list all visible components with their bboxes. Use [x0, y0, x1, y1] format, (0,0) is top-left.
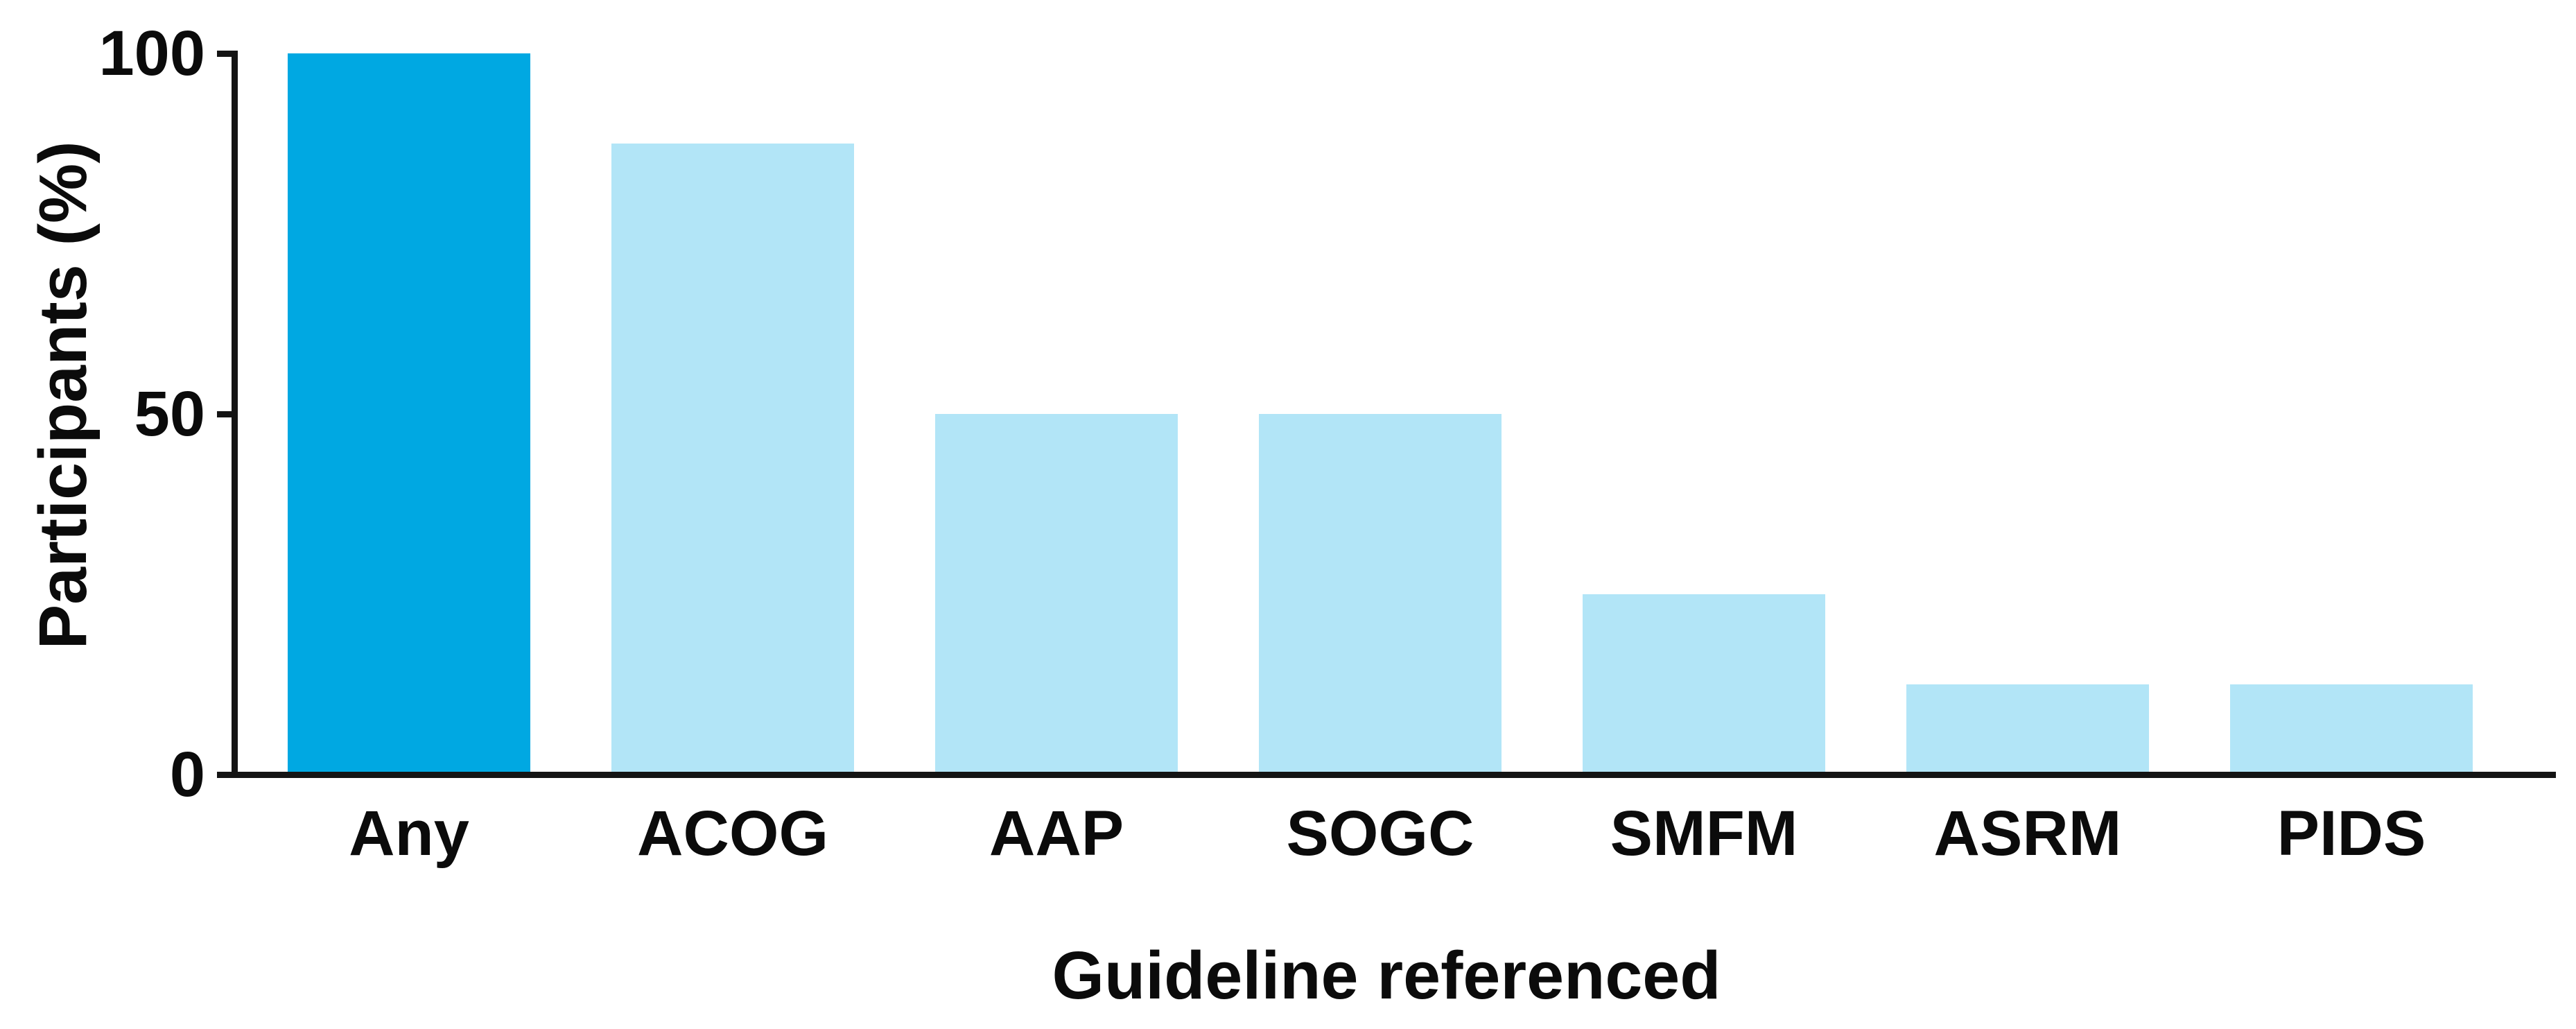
- x-tick-label: ASRM: [1933, 798, 2122, 869]
- x-axis-line: [217, 772, 2556, 778]
- bar-acog: [611, 144, 854, 775]
- x-tick-label: ACOG: [637, 798, 828, 869]
- x-tick-label: SMFM: [1610, 798, 1798, 869]
- bar-pids: [2230, 684, 2473, 775]
- bar-asrm: [1906, 684, 2149, 775]
- y-tick-label: 50: [134, 379, 205, 449]
- bar-sogc: [1259, 414, 1502, 775]
- bar-any: [288, 53, 530, 775]
- y-tick-mark: [217, 410, 235, 417]
- y-tick-label: 100: [98, 18, 206, 89]
- x-tick-label: AAP: [989, 798, 1124, 869]
- y-tick-mark: [217, 50, 235, 57]
- y-tick-label: 0: [169, 739, 205, 810]
- x-axis-title: Guideline referenced: [1052, 937, 1721, 1013]
- bar-smfm: [1583, 594, 1825, 775]
- x-tick-label: SOGC: [1286, 798, 1474, 869]
- bar-aap: [935, 414, 1178, 775]
- x-tick-label: PIDS: [2277, 798, 2426, 869]
- x-tick-label: Any: [349, 798, 469, 869]
